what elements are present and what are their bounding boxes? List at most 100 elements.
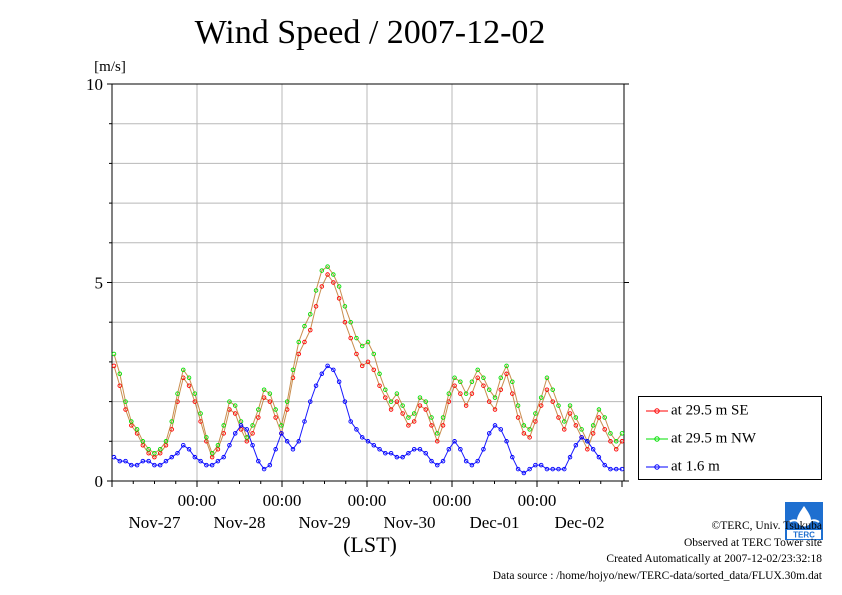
- data-point: [533, 462, 538, 468]
- data-point: [290, 446, 296, 452]
- data-point: [273, 446, 278, 452]
- data-point: [562, 419, 567, 424]
- data-point: [458, 379, 463, 385]
- data-point: [486, 399, 492, 404]
- data-point: [406, 415, 411, 420]
- legend-label-low: at 1.6 m: [671, 458, 720, 475]
- data-point: [129, 462, 134, 468]
- data-point: [481, 383, 486, 388]
- data-point: [250, 443, 255, 448]
- data-point: [325, 264, 330, 269]
- data-point: [504, 363, 509, 369]
- data-point: [469, 379, 475, 385]
- data-point: [359, 363, 365, 369]
- x-day-label: Dec-01: [469, 513, 519, 532]
- data-point: [475, 367, 480, 373]
- data-point: [250, 431, 255, 436]
- data-point: [284, 399, 290, 404]
- data-point: [336, 284, 342, 289]
- data-point: [267, 399, 273, 404]
- data-point: [117, 458, 123, 464]
- data-point: [608, 431, 613, 436]
- data-point: [550, 399, 555, 404]
- data-point: [279, 423, 284, 428]
- data-point: [325, 363, 330, 369]
- data-point: [544, 466, 550, 472]
- source-text: Data source : /home/hojyo/new/TERC-data/…: [492, 569, 822, 582]
- data-point: [313, 304, 319, 309]
- data-point: [209, 450, 215, 456]
- data-point: [446, 446, 452, 452]
- data-point: [435, 439, 440, 444]
- data-point: [204, 462, 209, 468]
- data-point: [215, 443, 221, 448]
- x-day-label: Nov-29: [299, 513, 351, 532]
- data-point: [613, 466, 619, 472]
- data-point: [400, 454, 405, 460]
- series-line: [113, 265, 623, 455]
- data-point: [475, 458, 480, 464]
- data-point: [573, 415, 579, 420]
- data-point: [596, 454, 602, 460]
- legend-label-nw: at 29.5 m NW: [671, 430, 756, 447]
- data-point: [359, 343, 365, 349]
- data-point: [377, 446, 382, 452]
- legend-item-nw: at 29.5 m NW: [645, 428, 756, 448]
- data-point: [117, 371, 123, 377]
- data-point: [198, 411, 203, 416]
- data-point: [573, 423, 579, 428]
- data-point: [429, 415, 434, 420]
- observed-text: Observed at TERC Tower site: [683, 536, 822, 549]
- data-point: [365, 359, 371, 365]
- data-point: [475, 375, 480, 381]
- y-tick-label: 0: [95, 472, 104, 491]
- created-text: Created Automatically at 2007-12-02/23:3…: [606, 553, 822, 565]
- data-point: [533, 419, 538, 424]
- data-point: [423, 399, 428, 404]
- data-point: [388, 450, 394, 456]
- data-point: [204, 435, 209, 440]
- data-point: [163, 458, 169, 464]
- data-point: [152, 450, 157, 456]
- legend-item-low: at 1.6 m: [645, 456, 720, 476]
- data-point: [308, 312, 313, 317]
- data-point: [481, 446, 486, 452]
- data-point: [175, 391, 180, 396]
- data-point: [331, 272, 336, 277]
- data-point: [608, 439, 613, 444]
- data-point: [504, 439, 509, 444]
- data-point: [342, 399, 348, 404]
- data-point: [388, 407, 394, 412]
- data-point: [279, 431, 284, 436]
- data-point: [227, 443, 232, 448]
- data-point: [498, 375, 504, 381]
- data-point: [521, 431, 527, 436]
- data-point: [544, 387, 550, 392]
- data-point: [365, 439, 371, 444]
- data-point: [383, 387, 388, 392]
- data-point: [411, 411, 417, 416]
- data-point: [227, 399, 232, 404]
- data-point: [562, 427, 567, 432]
- data-point: [498, 387, 504, 392]
- data-point: [111, 363, 117, 369]
- data-point: [336, 379, 342, 385]
- data-point: [117, 383, 123, 388]
- legend-swatch-low: [645, 457, 671, 477]
- data-point: [244, 427, 250, 432]
- data-point: [146, 446, 151, 452]
- data-point: [331, 367, 336, 373]
- data-point: [486, 387, 492, 392]
- data-point: [556, 466, 561, 472]
- data-point: [313, 383, 319, 388]
- data-point: [146, 458, 151, 464]
- data-point: [527, 435, 532, 440]
- data-point: [377, 371, 382, 377]
- data-point: [423, 450, 428, 456]
- data-point: [400, 403, 405, 408]
- data-point: [371, 351, 377, 357]
- data-point: [492, 423, 498, 428]
- data-point: [313, 288, 319, 293]
- data-point: [429, 458, 434, 464]
- data-point: [406, 450, 411, 456]
